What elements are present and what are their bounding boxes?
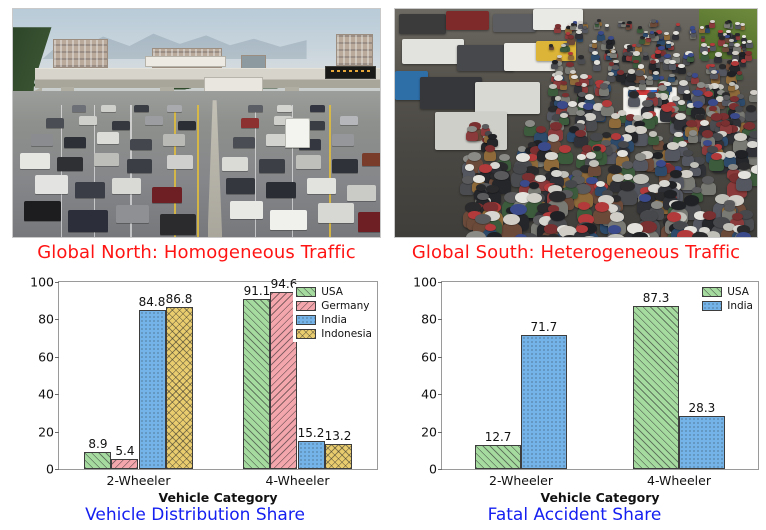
bar-usa-2-wheeler: 8.9 bbox=[84, 437, 112, 469]
legend-label: USA bbox=[321, 286, 343, 298]
legend-swatch-usa bbox=[702, 287, 723, 297]
vehicle-distribution-chart: % Share of Total Vehicles 0204060801008.… bbox=[0, 268, 383, 508]
left-photo-panel bbox=[12, 8, 381, 238]
motorcycle-traffic-image bbox=[395, 9, 757, 237]
legend-swatch-indonesia bbox=[296, 329, 317, 339]
bar-value-label: 86.8 bbox=[165, 291, 193, 306]
right-photo-panel bbox=[394, 8, 758, 238]
bar-value-label: 13.2 bbox=[324, 429, 352, 444]
legend-label: Indonesia bbox=[321, 328, 372, 340]
y-tick-label: 40 bbox=[38, 386, 54, 402]
right-chart-plot-area: 0 20 40 60 80 100 12.7 71.7 2-Wheeler 87.3 28.3 4-W… bbox=[413, 275, 759, 488]
bar-value-label: 15.2 bbox=[297, 425, 325, 440]
left-chart-plot-area: 0 20 40 60 80 100 8.9 5.4 84.8 86.8 2-Wheeler 91.1 9… bbox=[30, 275, 378, 488]
right-photo-caption: Global South: Heterogeneous Traffic bbox=[411, 242, 741, 263]
chart-legend: USA India bbox=[699, 284, 756, 314]
bar-usa-2-wheeler: 12.7 bbox=[475, 430, 521, 469]
y-tick-mark bbox=[438, 356, 442, 358]
legend-item-usa: USA bbox=[702, 286, 753, 298]
bar-value-label: 5.4 bbox=[115, 443, 135, 458]
y-tick-mark bbox=[438, 469, 442, 470]
y-tick-mark bbox=[55, 282, 59, 283]
x-tick-label: 2-Wheeler bbox=[106, 473, 171, 488]
bar-value-label: 84.8 bbox=[138, 295, 166, 310]
y-tick-label: 40 bbox=[421, 386, 437, 402]
y-tick-label: 60 bbox=[421, 349, 437, 365]
legend-swatch-india bbox=[702, 301, 723, 311]
y-tick-label: 100 bbox=[30, 274, 54, 290]
bar-india-2-wheeler: 84.8 bbox=[138, 295, 166, 469]
left-photo-caption: Global North: Homogeneous Traffic bbox=[37, 242, 356, 263]
x-tick-label: 2-Wheeler bbox=[489, 473, 553, 488]
left-chart-xlabel: Vehicle Category bbox=[158, 490, 278, 505]
legend-swatch-india bbox=[296, 315, 317, 325]
freeway-traffic-image bbox=[13, 9, 380, 237]
bar-india-4-wheeler: 28.3 bbox=[679, 401, 725, 469]
left-chart-footer-title: Vehicle Distribution Share bbox=[85, 505, 305, 525]
legend-swatch-usa bbox=[296, 287, 317, 297]
y-tick-label: 0 bbox=[429, 461, 437, 477]
y-tick-mark bbox=[55, 319, 59, 321]
bar-india-4-wheeler: 15.2 bbox=[297, 426, 325, 469]
legend-label: Germany bbox=[321, 300, 370, 312]
bar-india-2-wheeler: 71.7 bbox=[521, 320, 567, 469]
bar-value-label: 91.1 bbox=[243, 283, 271, 298]
bar-value-label: 87.3 bbox=[642, 290, 670, 305]
y-tick-mark bbox=[55, 394, 59, 396]
legend-label: India bbox=[321, 314, 347, 326]
y-tick-label: 80 bbox=[38, 311, 54, 327]
bar-indonesia-2-wheeler: 86.8 bbox=[165, 292, 193, 469]
legend-label: USA bbox=[727, 286, 749, 298]
legend-item-india: India bbox=[296, 314, 372, 326]
y-tick-label: 80 bbox=[421, 311, 437, 327]
y-tick-label: 20 bbox=[38, 424, 54, 440]
y-tick-mark bbox=[55, 356, 59, 358]
bar-usa-4-wheeler: 87.3 bbox=[633, 291, 679, 469]
legend-swatch-germany bbox=[296, 301, 317, 311]
bar-value-label: 12.7 bbox=[484, 430, 512, 445]
legend-item-usa: USA bbox=[296, 286, 372, 298]
bar-value-label: 94.6 bbox=[270, 277, 298, 292]
bar-indonesia-4-wheeler: 13.2 bbox=[324, 429, 352, 469]
y-tick-mark bbox=[55, 431, 59, 433]
right-chart-footer-title: Fatal Accident Share bbox=[487, 505, 662, 525]
y-tick-mark bbox=[438, 394, 442, 396]
y-tick-mark bbox=[438, 319, 442, 321]
chart-legend: USA Germany India Indonesia bbox=[293, 284, 375, 342]
right-chart-xlabel: Vehicle Category bbox=[540, 490, 660, 505]
fatal-accident-chart: % Share of Fatal Accidents 0204060801001… bbox=[383, 268, 766, 508]
x-tick-label: 4-Wheeler bbox=[647, 473, 711, 488]
rider-swarm bbox=[395, 9, 757, 237]
legend-item-germany: Germany bbox=[296, 300, 372, 312]
y-tick-mark bbox=[438, 282, 442, 283]
bar-value-label: 28.3 bbox=[688, 401, 716, 416]
bar-germany-4-wheeler: 94.6 bbox=[270, 277, 298, 469]
legend-item-india: India bbox=[702, 300, 753, 312]
legend-label: India bbox=[727, 300, 753, 312]
y-tick-label: 20 bbox=[421, 424, 437, 440]
x-tick-label: 4-Wheeler bbox=[265, 473, 330, 488]
y-tick-label: 60 bbox=[38, 349, 54, 365]
legend-item-indonesia: Indonesia bbox=[296, 328, 372, 340]
y-tick-mark bbox=[438, 431, 442, 433]
y-tick-label: 100 bbox=[413, 274, 437, 290]
bar-usa-4-wheeler: 91.1 bbox=[243, 284, 271, 469]
y-tick-mark bbox=[55, 469, 59, 470]
bar-value-label: 71.7 bbox=[530, 319, 558, 334]
bar-value-label: 8.9 bbox=[88, 437, 108, 452]
y-tick-label: 0 bbox=[46, 461, 54, 477]
bar-germany-2-wheeler: 5.4 bbox=[111, 444, 139, 469]
